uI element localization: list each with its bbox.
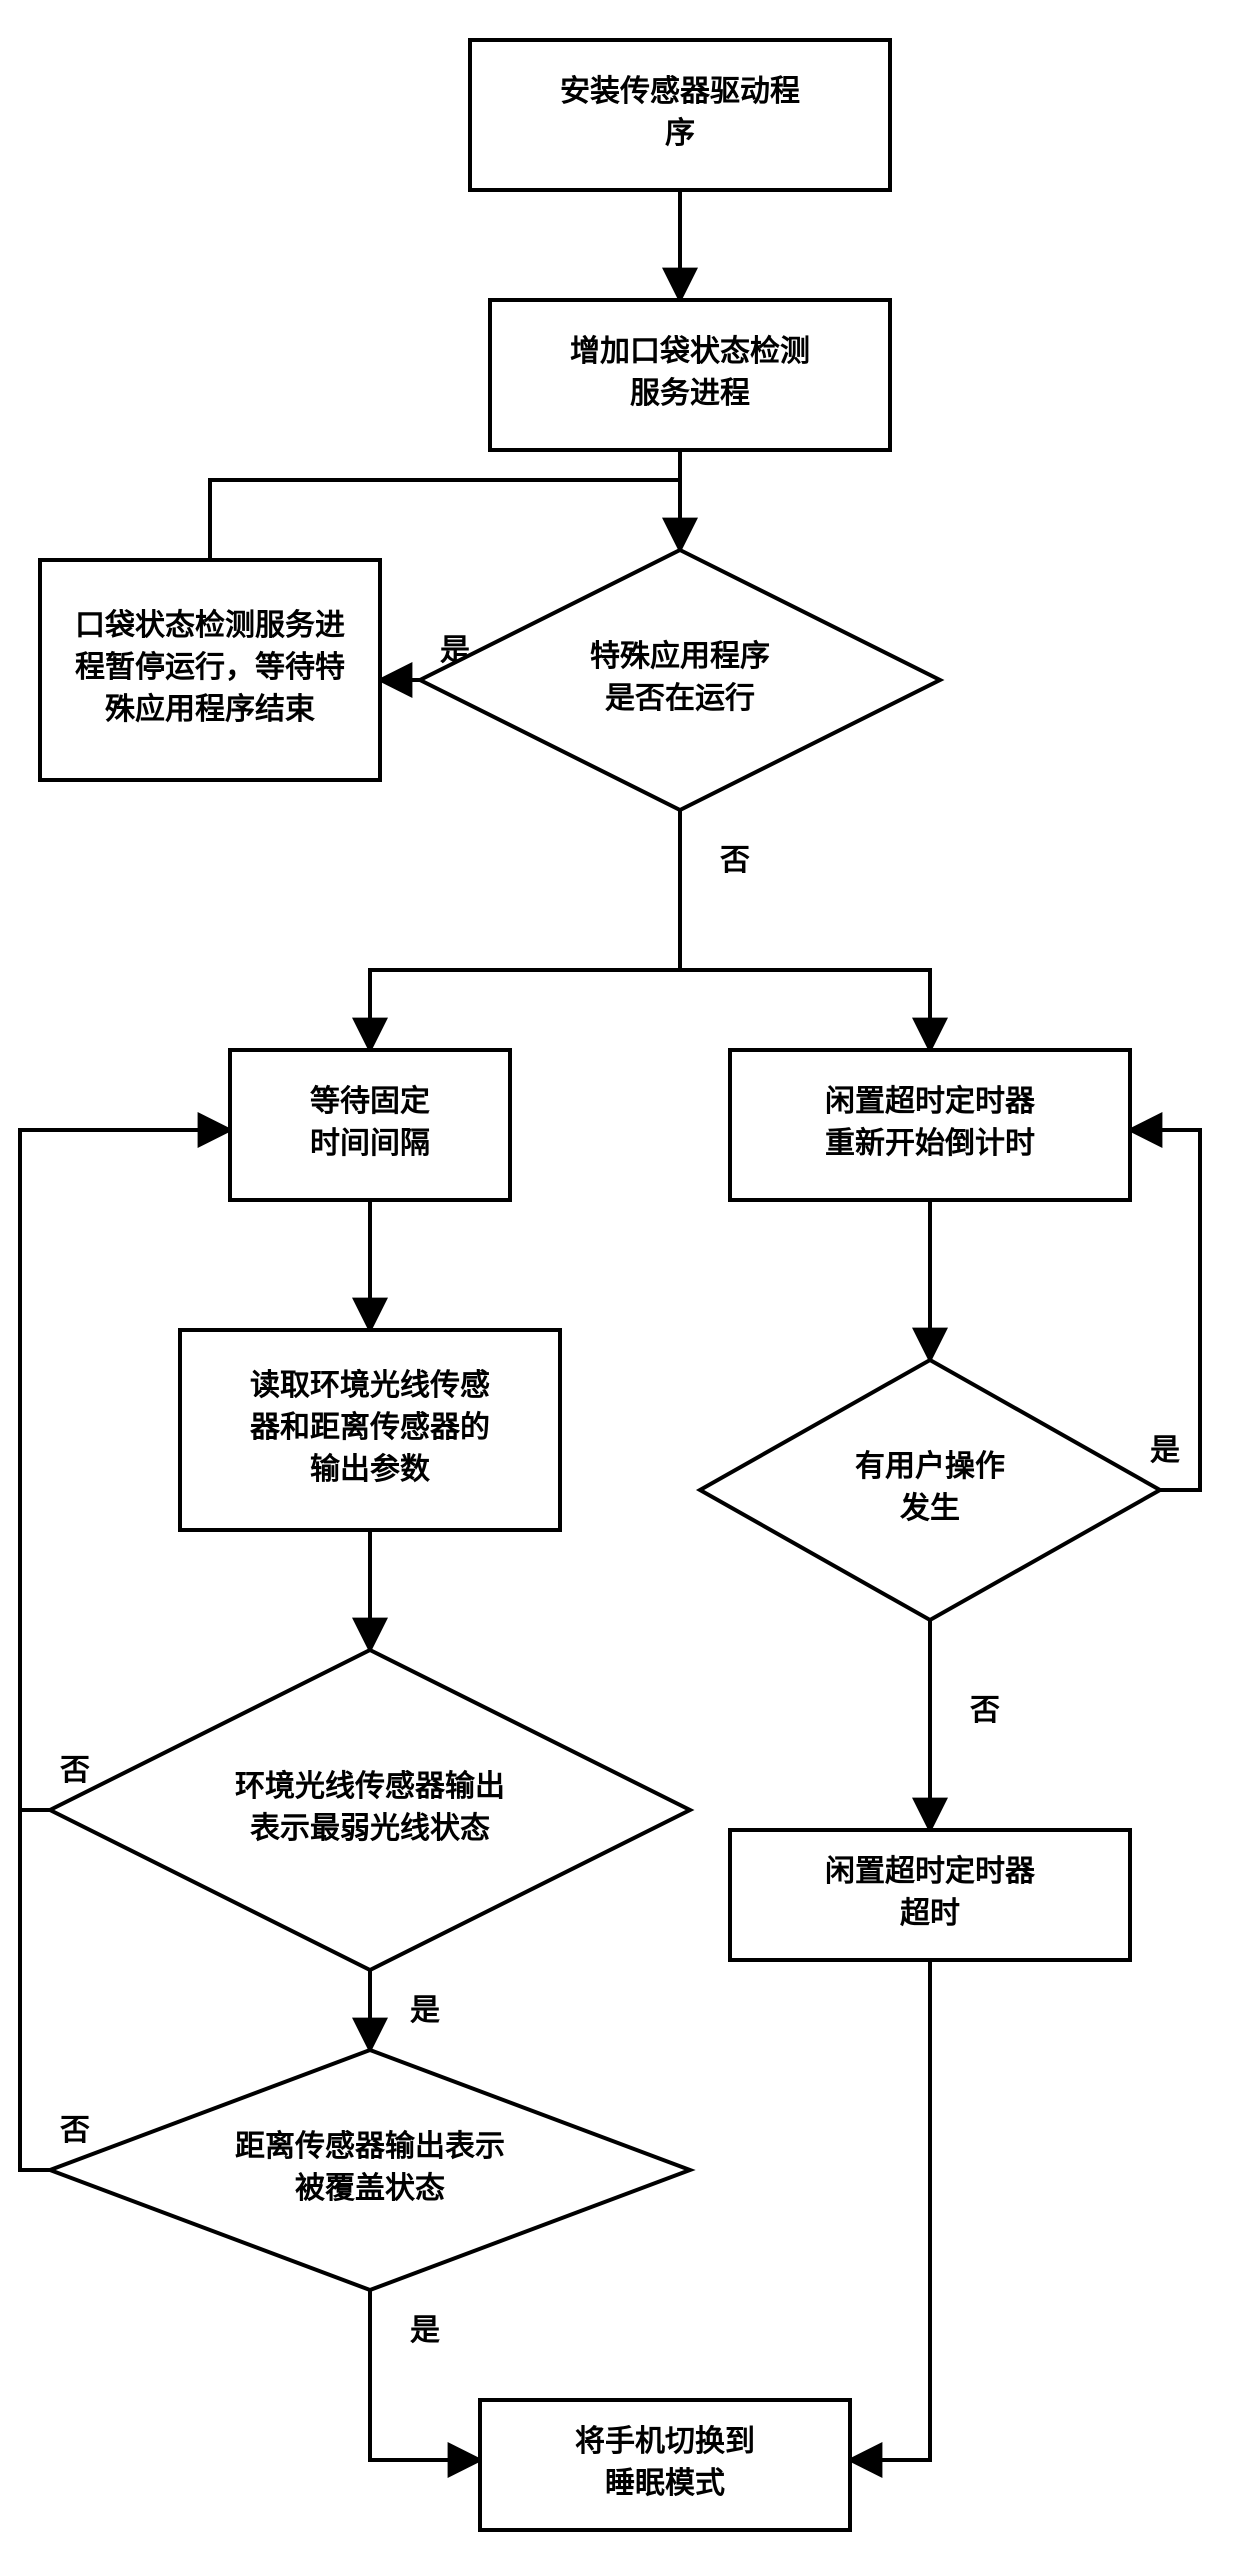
edge-label-9: 否 — [60, 1754, 90, 1787]
node-text-n5-1: 时间间隔 — [310, 1127, 430, 1160]
edge-label-4: 否 — [720, 844, 750, 877]
node-text-n4-1: 程暂停运行，等待特 — [75, 650, 345, 684]
node-n5: 等待固定时间间隔 — [230, 1050, 510, 1200]
edge-label-8: 是 — [410, 1994, 440, 2027]
node-text-n8-1: 被覆盖状态 — [295, 2172, 445, 2205]
node-text-n6-1: 器和距离传感器的 — [249, 1411, 490, 1444]
node-n12: 将手机切换到睡眠模式 — [480, 2400, 850, 2530]
edge-label-14: 否 — [970, 1694, 1000, 1727]
edge-label-13: 是 — [1150, 1434, 1180, 1467]
node-text-n3-1: 是否在运行 — [605, 682, 755, 715]
node-n10: 有用户操作发生 — [700, 1360, 1160, 1620]
node-text-n3-0: 特殊应用程序 — [590, 639, 770, 673]
edge-10 — [20, 1130, 50, 2170]
edge-3 — [210, 480, 680, 560]
node-text-n2-1: 服务进程 — [630, 377, 750, 410]
edge-label-10: 否 — [60, 2114, 90, 2147]
node-text-n11-1: 超时 — [900, 1897, 960, 1930]
node-text-n4-0: 口袋状态检测服务进 — [75, 608, 345, 642]
edge-5 — [680, 970, 930, 1050]
edge-4 — [370, 810, 680, 1050]
node-text-n9-1: 重新开始倒计时 — [825, 1127, 1035, 1160]
node-n4: 口袋状态检测服务进程暂停运行，等待特殊应用程序结束 — [40, 560, 380, 780]
node-n3: 特殊应用程序是否在运行 — [420, 550, 940, 810]
node-text-n1-1: 序 — [665, 116, 695, 150]
node-text-n10-0: 有用户操作 — [855, 1450, 1005, 1483]
node-n2: 增加口袋状态检测服务进程 — [490, 300, 890, 450]
nodes-layer: 安装传感器驱动程序增加口袋状态检测服务进程特殊应用程序是否在运行口袋状态检测服务… — [40, 40, 1160, 2530]
edge-label-11: 是 — [410, 2314, 440, 2347]
node-text-n6-2: 输出参数 — [310, 1453, 431, 1486]
node-text-n2-0: 增加口袋状态检测 — [570, 334, 810, 368]
edge-15 — [850, 1960, 930, 2460]
node-text-n11-0: 闲置超时定时器 — [825, 1854, 1036, 1888]
node-text-n10-1: 发生 — [899, 1492, 960, 1525]
node-text-n1-0: 安装传感器驱动程 — [560, 75, 800, 108]
node-n7: 环境光线传感器输出表示最弱光线状态 — [50, 1650, 690, 1970]
node-text-n12-1: 睡眠模式 — [605, 2467, 725, 2500]
node-text-n7-1: 表示最弱光线状态 — [250, 1812, 490, 1845]
node-n6: 读取环境光线传感器和距离传感器的输出参数 — [180, 1330, 560, 1530]
node-n8: 距离传感器输出表示被覆盖状态 — [50, 2050, 690, 2290]
node-text-n9-0: 闲置超时定时器 — [825, 1084, 1036, 1118]
node-text-n8-0: 距离传感器输出表示 — [235, 2130, 505, 2163]
node-n11: 闲置超时定时器超时 — [730, 1830, 1130, 1960]
node-text-n4-2: 殊应用程序结束 — [105, 692, 315, 726]
node-text-n5-0: 等待固定 — [310, 1084, 430, 1118]
node-text-n6-0: 读取环境光线传感 — [250, 1368, 490, 1402]
node-text-n12-0: 将手机切换到 — [575, 2425, 755, 2458]
node-text-n7-0: 环境光线传感器输出 — [235, 1769, 505, 1803]
node-n9: 闲置超时定时器重新开始倒计时 — [730, 1050, 1130, 1200]
node-n1: 安装传感器驱动程序 — [470, 40, 890, 190]
